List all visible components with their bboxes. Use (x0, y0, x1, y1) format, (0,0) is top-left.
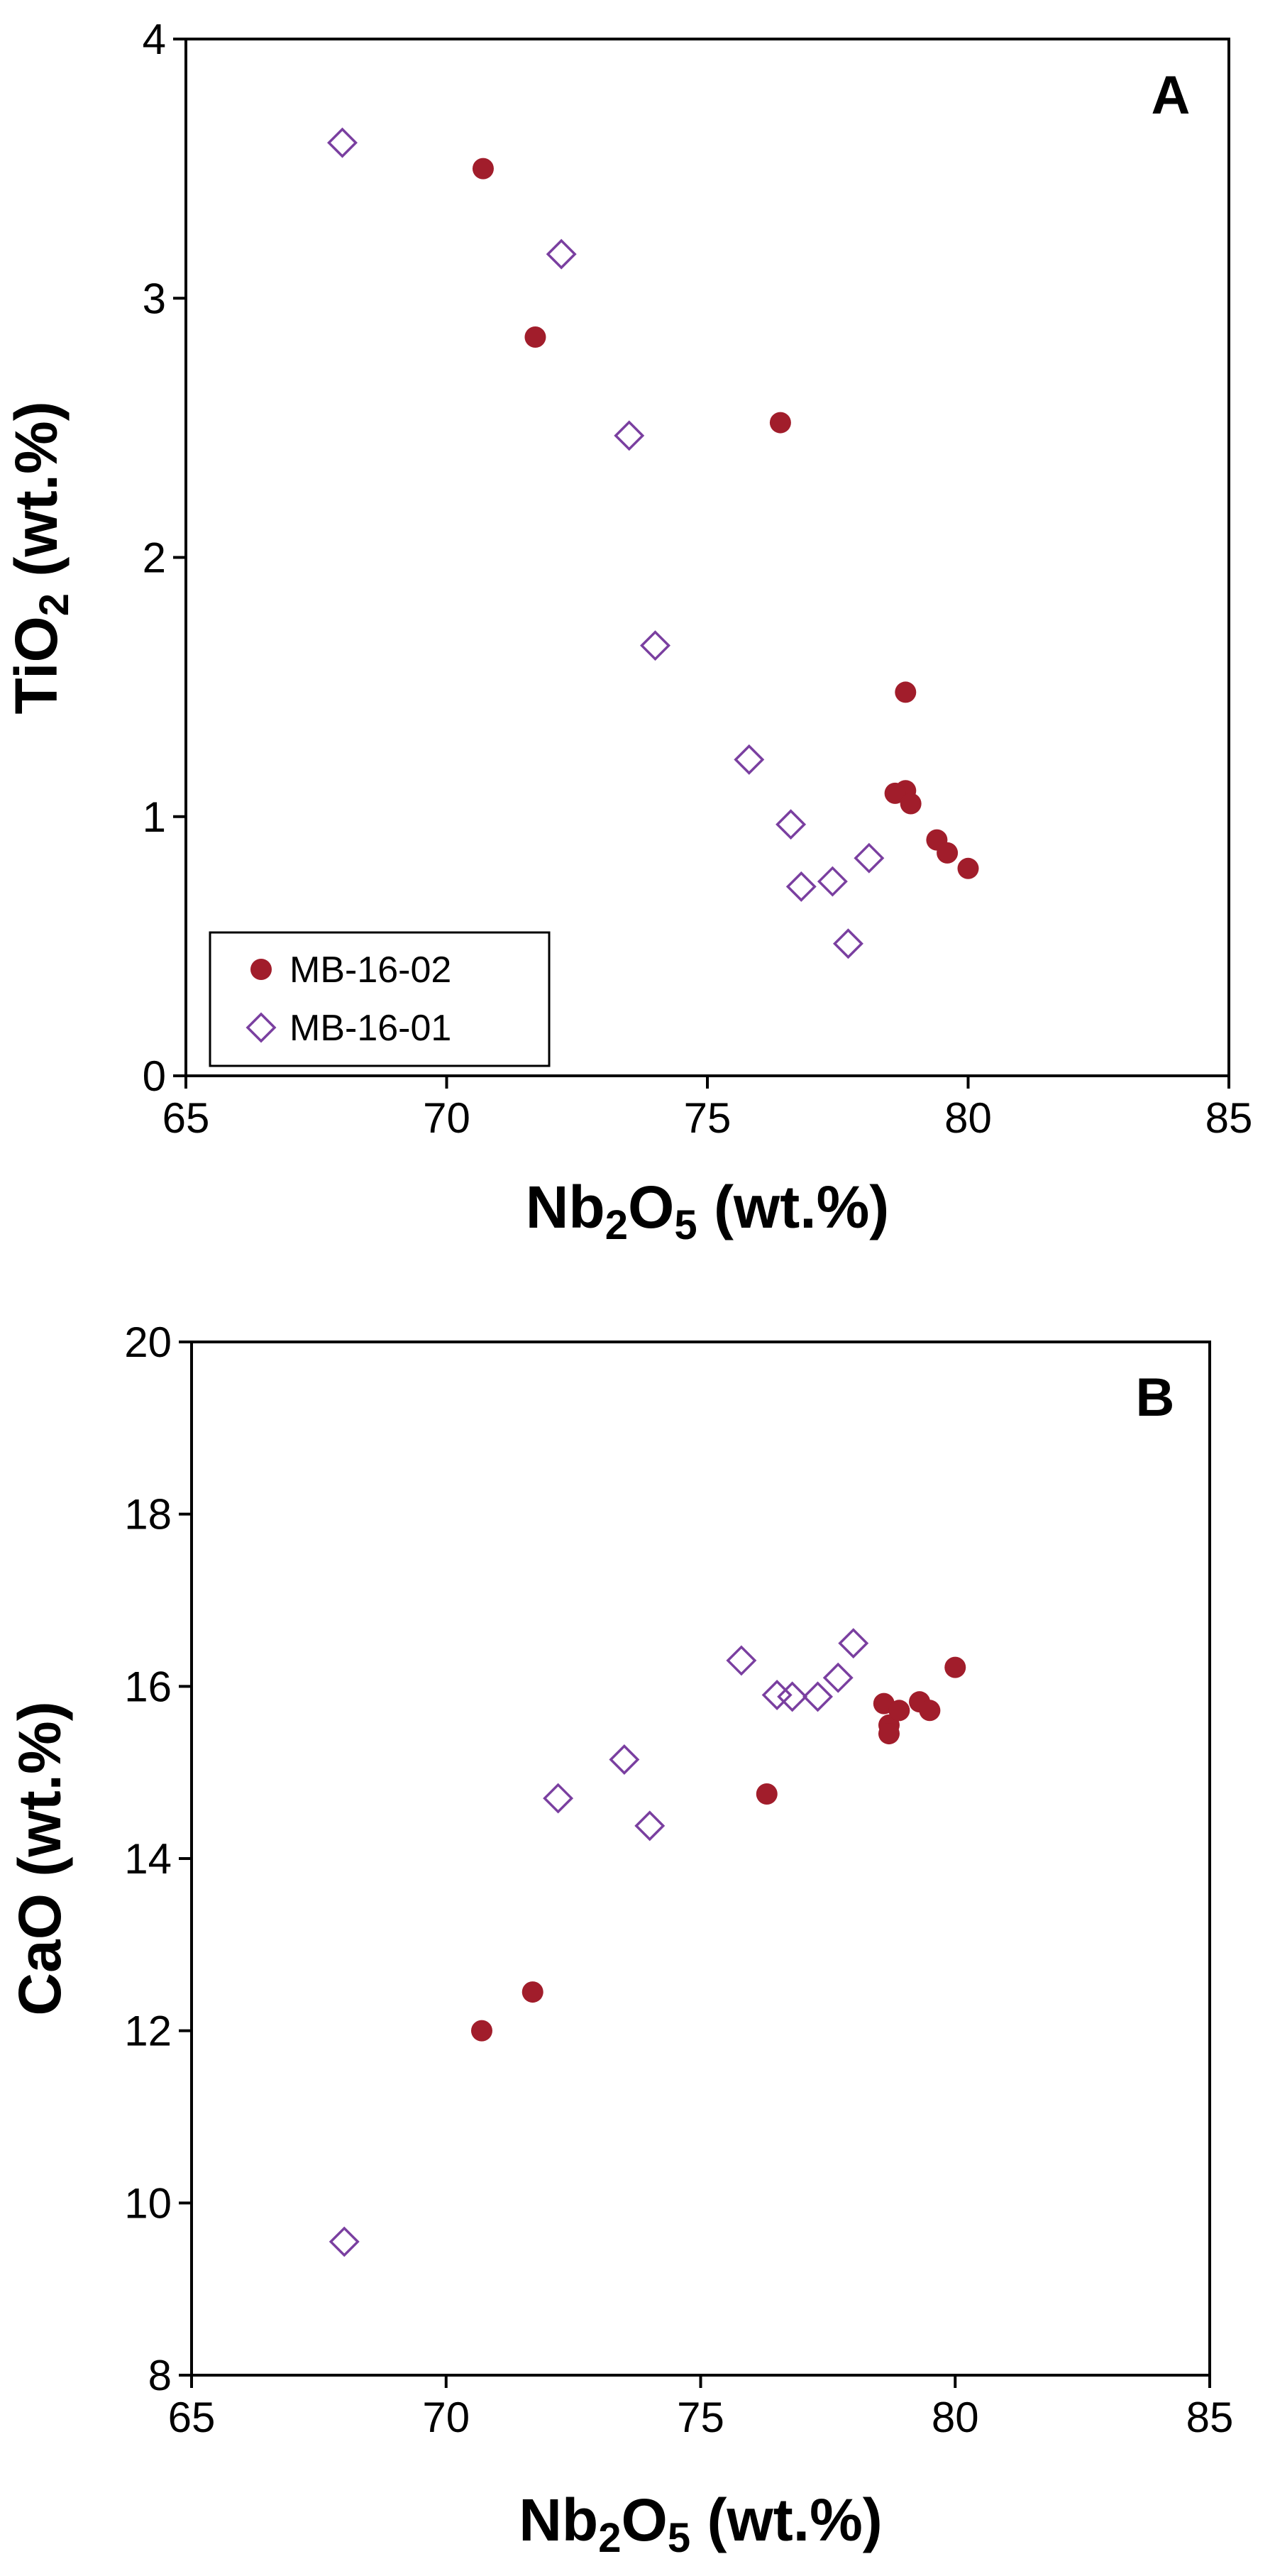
data-point-diamond (634, 1810, 666, 1842)
x-axis-label: Nb2O5 (wt.%) (526, 1174, 889, 1248)
data-point-diamond (609, 1744, 640, 1775)
y-tick-label: 2 (143, 534, 166, 582)
legend-label: MB-16-01 (289, 1008, 451, 1049)
data-point-circle (472, 158, 494, 180)
x-tick-label: 80 (944, 1094, 992, 1142)
data-point-diamond (776, 809, 807, 840)
y-axis-label: CaO (wt.%) (6, 1701, 73, 2015)
series-mb-16-01 (329, 1628, 869, 2257)
y-axis-label: TiO2 (wt.%) (3, 401, 77, 714)
data-point-diamond (817, 866, 848, 897)
data-point-diamond (777, 1681, 808, 1712)
label-text: (wt.%) (697, 1174, 890, 1240)
x-tick-label: 70 (423, 1094, 470, 1142)
y-tick-label: 16 (124, 1663, 172, 1710)
data-point-diamond (802, 1681, 833, 1712)
label-subscript: 5 (668, 2515, 690, 2561)
legend-marker (250, 959, 272, 980)
data-point-diamond (327, 127, 358, 158)
data-point-circle (944, 1656, 966, 1678)
data-point-diamond (785, 871, 817, 902)
data-point-diamond (822, 1662, 854, 1693)
y-tick-label: 1 (143, 793, 166, 841)
data-point-diamond (329, 2226, 360, 2257)
y-tick-label: 3 (143, 275, 166, 322)
data-point-diamond (726, 1645, 757, 1676)
y-tick-label: 4 (143, 16, 166, 63)
data-point-circle (900, 793, 922, 815)
data-point-diamond (838, 1628, 869, 1659)
x-tick-label: 75 (677, 2394, 724, 2441)
series-mb-16-01 (327, 127, 885, 959)
legend-box (209, 931, 551, 1067)
data-point-circle (895, 681, 917, 703)
series-mb-16-02 (472, 158, 979, 879)
data-point-diamond (854, 842, 885, 874)
legend-label: MB-16-02 (289, 950, 451, 991)
x-axis-label: Nb2O5 (wt.%) (519, 2487, 882, 2561)
label-text: O (628, 1174, 674, 1240)
panel-label: B (1136, 1367, 1175, 1428)
label-subscript: 2 (605, 1202, 628, 1248)
data-point-circle (524, 326, 546, 348)
x-tick-label: 80 (932, 2394, 979, 2441)
label-subscript: 2 (31, 593, 77, 616)
data-point-circle (769, 412, 791, 434)
plot-frame (190, 1341, 1211, 2377)
panel-label: A (1152, 65, 1191, 126)
series-mb-16-02 (470, 1656, 966, 2042)
y-tick-label: 12 (124, 2008, 172, 2055)
data-point-circle (937, 842, 959, 864)
data-point-circle (878, 1723, 900, 1745)
label-text: CaO (wt.%) (6, 1701, 73, 2015)
y-tick-label: 20 (124, 1319, 172, 1366)
legend-marker (245, 1012, 277, 1043)
data-point-circle (884, 782, 906, 804)
data-point-diamond (640, 630, 670, 661)
label-text: Nb (519, 2487, 598, 2553)
label-text: (wt.%) (3, 401, 70, 593)
plot-frame (184, 38, 1230, 1077)
x-tick-label: 85 (1205, 1094, 1253, 1142)
label-text: (wt.%) (690, 2487, 883, 2553)
x-tick-label: 85 (1186, 2394, 1234, 2441)
data-point-circle (470, 2020, 492, 2042)
data-point-diamond (546, 238, 577, 270)
label-text: TiO (3, 616, 70, 714)
label-subscript: 5 (674, 1202, 697, 1248)
label-text: O (622, 2487, 668, 2553)
y-tick-label: 18 (124, 1491, 172, 1539)
data-point-circle (756, 1783, 778, 1805)
data-point-diamond (614, 420, 645, 451)
y-tick-label: 10 (124, 2179, 172, 2227)
data-point-circle (919, 1700, 941, 1722)
label-subscript: 2 (598, 2515, 621, 2561)
x-tick-label: 70 (422, 2394, 470, 2441)
data-point-circle (888, 1700, 910, 1722)
legend: MB-16-02 MB-16-01 (209, 931, 551, 1067)
data-point-circle (521, 1981, 543, 2003)
data-point-diamond (734, 744, 765, 775)
y-tick-label: 0 (143, 1052, 166, 1100)
x-tick-label: 75 (684, 1094, 732, 1142)
x-tick-label: 65 (162, 1094, 210, 1142)
panel-b-chart: 65 70 75 80 85 8 10 12 14 16 18 20 Nb2O5 (wt.%) CaO (… (6, 1319, 1233, 2561)
data-point-diamond (543, 1783, 574, 1814)
x-tick-label: 65 (168, 2394, 216, 2441)
y-tick-label: 8 (148, 2352, 172, 2399)
y-tick-label: 14 (124, 1835, 172, 1883)
label-text: Nb (526, 1174, 605, 1240)
data-point-circle (957, 857, 979, 879)
data-point-diamond (832, 928, 863, 959)
